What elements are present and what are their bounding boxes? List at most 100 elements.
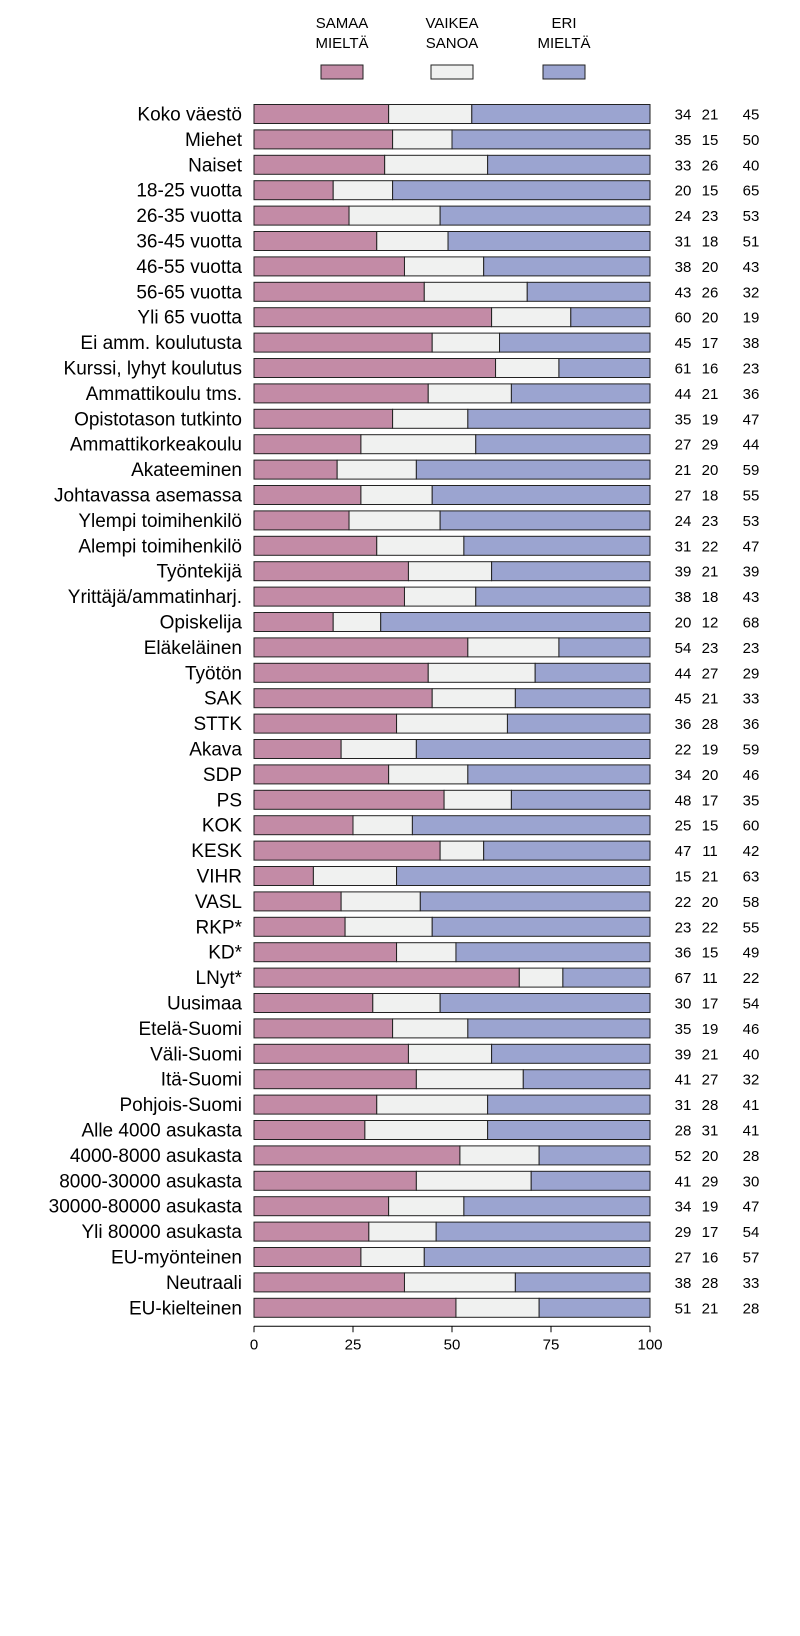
value-label: 48 [675,792,692,809]
value-label: 47 [675,843,692,860]
value-label: 43 [743,259,760,276]
value-label: 46 [743,767,760,784]
legend-swatch [430,64,474,80]
value-label: 19 [702,742,719,759]
bar-segment-vaikea [415,1170,532,1191]
row-label: STTK [193,714,242,735]
bar-segment-vaikea [431,688,516,709]
bar-segment-samaa [253,459,338,480]
bar-segment-eri [411,815,651,836]
bar-segment-samaa [253,789,445,810]
value-label: 17 [702,996,719,1013]
bar-segment-eri [538,1145,651,1166]
bar-segment-eri [562,967,651,988]
row-label: Naiset [188,155,243,176]
value-label: 34 [675,107,692,124]
bar-segment-eri [538,1297,651,1318]
row-label: 8000-30000 asukasta [59,1171,242,1192]
value-label: 45 [743,107,760,124]
value-label: 31 [675,234,692,251]
value-label: 16 [702,1250,719,1267]
row-label: Alempi toimihenkilö [78,536,242,557]
value-label: 34 [675,767,692,784]
bar-segment-vaikea [392,129,453,150]
value-label: 23 [743,640,760,657]
value-label: 28 [702,716,719,733]
bar-segment-vaikea [340,739,417,759]
bar-segment-eri [534,662,651,683]
bar-segment-samaa [253,180,334,201]
row-label: 30000-80000 asukasta [49,1197,243,1218]
row-label: Työntekijä [156,562,242,583]
value-label: 39 [743,564,760,581]
bar-segment-samaa [253,1196,390,1217]
legend-label-line1: ERI [551,15,576,32]
value-label: 52 [675,1148,692,1165]
bar-segment-samaa [253,561,409,582]
value-label: 12 [702,615,719,632]
row-label: Ei amm. koulutusta [80,333,242,354]
row-label: Uusimaa [167,994,242,1015]
bar-segment-vaikea [360,1247,425,1267]
bar-segment-eri [439,510,651,531]
row-label: Pohjois-Suomi [120,1095,243,1116]
bar-segment-samaa [253,154,386,175]
bar-segment-vaikea [376,231,449,251]
value-label: 27 [675,437,692,454]
row-label: RKP* [196,917,243,938]
bar-segment-vaikea [392,1018,469,1039]
bar-segment-eri [455,942,651,963]
bar-segment-vaikea [360,434,477,455]
value-label: 25 [675,818,692,835]
value-label: 65 [743,183,760,200]
bar-segment-vaikea [427,662,536,683]
bar-segment-vaikea [336,459,417,480]
row-label: 18-25 vuotta [136,181,242,202]
row-label: KOK [202,816,242,837]
bar-segment-eri [570,307,651,328]
row-label: PS [217,790,242,811]
bar-segment-samaa [253,713,398,734]
legend-swatch [320,64,364,80]
bar-segment-samaa [253,637,469,658]
bar-segment-eri [435,1221,651,1242]
bar-segment-eri [396,866,651,886]
x-tick-label: 100 [637,1336,662,1353]
value-label: 28 [675,1123,692,1140]
value-label: 29 [702,1173,719,1190]
row-label: LNyt* [196,968,243,989]
value-label: 41 [743,1123,760,1140]
value-label: 19 [702,1199,719,1216]
bar-segment-eri [423,1247,651,1267]
bar-segment-samaa [253,510,350,531]
bar-segment-samaa [253,1069,417,1090]
value-label: 35 [743,792,760,809]
row-label: Akava [189,740,242,761]
bar-segment-vaikea [423,281,528,302]
bar-segment-eri [526,281,651,302]
value-label: 29 [702,437,719,454]
value-label: 22 [702,538,719,555]
value-label: 21 [702,107,719,124]
value-label: 44 [743,437,760,454]
value-label: 35 [675,411,692,428]
bar-segment-samaa [253,485,362,505]
value-label: 24 [675,513,692,530]
bar-segment-samaa [253,840,441,861]
bar-segment-vaikea [388,104,473,124]
value-label: 27 [675,1250,692,1267]
row-label: Kurssi, lyhyt koulutus [64,359,242,380]
value-label: 30 [675,996,692,1013]
row-label: Yrittäjä/ammatinharj. [68,587,242,608]
bar-segment-vaikea [344,916,433,937]
value-label: 43 [743,589,760,606]
value-label: 22 [743,970,760,987]
row-label: 26-35 vuotta [136,206,242,227]
value-label: 24 [675,208,692,225]
row-label: Itä-Suomi [161,1070,242,1091]
row-label: Koko väestö [137,105,242,126]
bar-segment-eri [475,434,651,455]
bar-segment-vaikea [376,535,465,556]
bar-segment-eri [467,1018,651,1039]
value-label: 45 [675,691,692,708]
